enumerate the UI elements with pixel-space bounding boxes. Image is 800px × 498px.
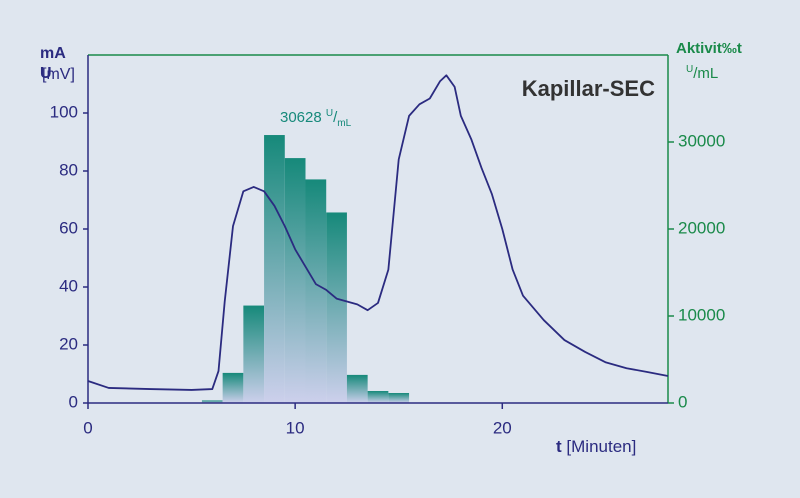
- x-tick-label: 20: [493, 418, 512, 437]
- y2-axis-unit: U/mL: [686, 64, 718, 82]
- y2-axis-label: Aktivit‰t: [676, 40, 742, 57]
- chart-title: Kapillar-SEC: [522, 76, 655, 101]
- y2-tick-label: 10000: [678, 305, 725, 324]
- chromatogram-line: [87, 74, 669, 391]
- y2-tick-label: 20000: [678, 218, 725, 237]
- bar: [326, 212, 347, 403]
- y-axis-label: mA U: [40, 45, 66, 82]
- y2-unit-sup: U: [686, 64, 694, 75]
- y-tick-label: 60: [59, 218, 78, 237]
- y-tick-label: 20: [59, 334, 78, 353]
- bar: [388, 392, 410, 403]
- annotation-sep: /: [333, 109, 338, 126]
- y-tick-label: 40: [59, 276, 78, 295]
- bar: [222, 372, 244, 403]
- bar: [284, 158, 306, 403]
- y2-unit-text: /mL: [693, 65, 719, 82]
- bar: [367, 390, 389, 403]
- annotation-sup: U: [325, 108, 334, 119]
- annotation-value: 30628: [280, 109, 322, 126]
- x-tick-label: 0: [83, 418, 92, 437]
- bar: [264, 135, 285, 404]
- bar: [346, 374, 368, 403]
- annotation: 30628 U/mL: [280, 108, 351, 129]
- bar: [201, 400, 223, 403]
- x-tick-label: 10: [286, 418, 305, 437]
- x-axis-label: t [Minuten]: [556, 437, 636, 457]
- y-tick-label: 80: [59, 160, 78, 179]
- annotation-sub: mL: [337, 118, 352, 129]
- y2-tick-label: 0: [678, 392, 687, 411]
- x-axis-unit: [Minuten]: [566, 437, 637, 456]
- y-tick-label: 0: [69, 392, 78, 411]
- bar: [305, 179, 327, 403]
- bar: [243, 305, 265, 403]
- x-axis-symbol: t: [556, 437, 562, 456]
- y-tick-label: 100: [50, 102, 78, 121]
- y-axis-unit: [mV]: [42, 66, 75, 83]
- y2-tick-label: 30000: [678, 131, 725, 150]
